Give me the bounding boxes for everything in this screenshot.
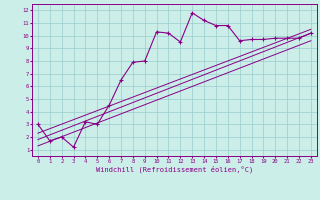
X-axis label: Windchill (Refroidissement éolien,°C): Windchill (Refroidissement éolien,°C) xyxy=(96,166,253,173)
